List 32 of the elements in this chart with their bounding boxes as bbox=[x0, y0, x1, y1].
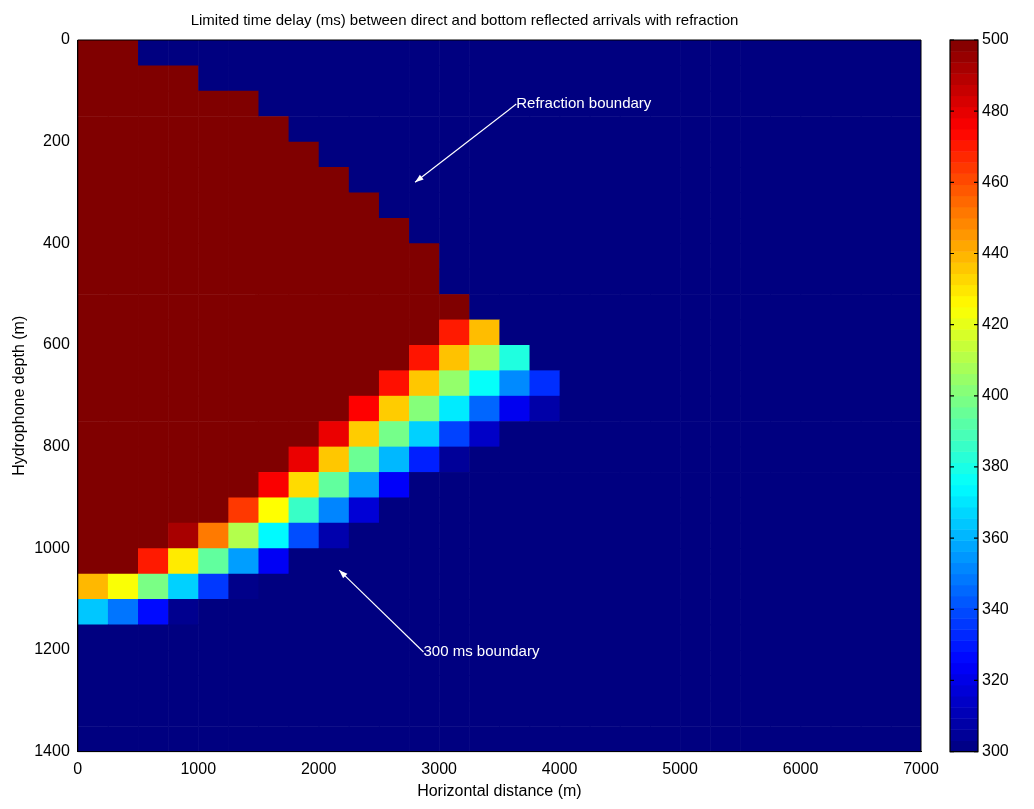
y-tick-label: 400 bbox=[43, 233, 70, 251]
color-bar-label: 360 bbox=[982, 528, 1009, 546]
color-bar-label: 400 bbox=[982, 386, 1009, 404]
x-tick-label: 5000 bbox=[662, 759, 698, 777]
y-tick-label: 200 bbox=[43, 132, 70, 150]
color-bar-label: 420 bbox=[982, 315, 1009, 333]
color-bar-label: 300 bbox=[982, 742, 1009, 760]
x-tick-label: 2000 bbox=[300, 759, 337, 777]
y-axis-title: Hydrophone depth (m) bbox=[10, 315, 28, 476]
y-tick-label: 1200 bbox=[34, 640, 70, 658]
x-tick-label: 4000 bbox=[541, 759, 578, 777]
x-tick-label: 0 bbox=[73, 759, 83, 777]
x-tick-label: 7000 bbox=[903, 759, 939, 777]
x-tick-label: 1000 bbox=[180, 759, 217, 777]
x-tick-label: 3000 bbox=[421, 759, 458, 777]
color-bar-label: 340 bbox=[982, 599, 1009, 617]
x-axis-title: Horizontal distance (m) bbox=[417, 781, 582, 799]
x-tick-label: 6000 bbox=[782, 759, 819, 777]
color-bar-label: 500 bbox=[982, 30, 1009, 48]
color-bar-label: 380 bbox=[982, 457, 1009, 475]
y-tick-label: 0 bbox=[60, 30, 70, 48]
color-bar-label: 460 bbox=[982, 172, 1009, 190]
color-bar-label: 480 bbox=[982, 101, 1009, 119]
y-tick-label: 1400 bbox=[34, 742, 70, 760]
color-bar-label: 320 bbox=[982, 670, 1009, 688]
y-tick-label: 800 bbox=[43, 437, 70, 455]
y-tick-label: 1000 bbox=[34, 538, 70, 556]
color-bar-label: 440 bbox=[982, 243, 1009, 261]
annotation: 300 ms boundary bbox=[423, 642, 540, 660]
annotation: Refraction boundary bbox=[516, 94, 652, 112]
chart-title: Limited time delay (ms) between direct and bottom reflected arrivals with refraction bbox=[190, 11, 739, 29]
y-tick-label: 600 bbox=[43, 335, 70, 353]
